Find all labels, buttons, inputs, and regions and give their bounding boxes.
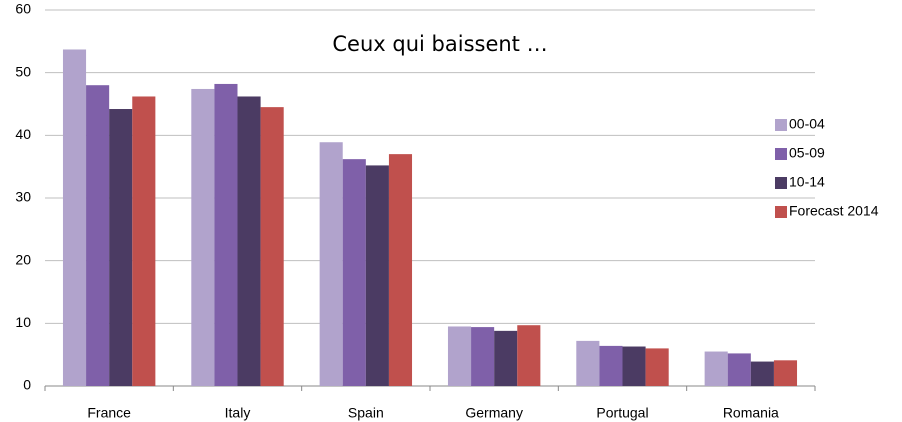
bar [214, 83, 238, 387]
x-tick-label: Italy [225, 405, 251, 421]
bar [576, 340, 600, 386]
bar [622, 346, 646, 386]
bar [447, 326, 472, 386]
y-tick-label: 30 [15, 189, 31, 205]
y-tick-label: 40 [15, 126, 31, 142]
legend-swatch [775, 119, 787, 131]
bar [704, 351, 728, 386]
bar [645, 348, 669, 386]
y-tick-label: 10 [15, 314, 31, 330]
x-tick-label: France [87, 405, 131, 421]
legend-label: 00-04 [789, 116, 825, 132]
bar [86, 85, 110, 386]
bar [599, 345, 623, 386]
y-tick-label: 20 [15, 251, 31, 267]
legend-label: 10-14 [789, 174, 825, 190]
bar [191, 88, 215, 387]
legend-swatch [775, 148, 787, 160]
y-tick-label: 60 [15, 1, 31, 17]
x-tick-label: Romania [723, 405, 779, 421]
bar [109, 109, 133, 386]
bar [237, 96, 261, 386]
bar [773, 360, 798, 386]
x-tick-label: Germany [465, 405, 523, 421]
bar [260, 107, 284, 386]
bar [319, 142, 343, 386]
bar [388, 154, 413, 386]
legend-swatch [775, 206, 787, 218]
y-tick-label: 0 [23, 377, 31, 393]
bar [342, 159, 366, 386]
x-tick-label: Portugal [596, 405, 648, 421]
x-tick-label: Spain [348, 405, 384, 421]
chart-title: Ceux qui baissent … [332, 32, 547, 56]
bar [517, 325, 541, 386]
y-tick-label: 50 [15, 63, 31, 79]
bar [62, 49, 87, 386]
bar [727, 353, 751, 386]
legend-label: 05-09 [789, 145, 825, 161]
bar [132, 96, 156, 386]
legend-label: Forecast 2014 [789, 203, 879, 219]
bar [365, 165, 389, 386]
legend-swatch [775, 177, 787, 189]
bar [471, 327, 495, 386]
bar [750, 361, 774, 386]
bar [494, 330, 518, 386]
